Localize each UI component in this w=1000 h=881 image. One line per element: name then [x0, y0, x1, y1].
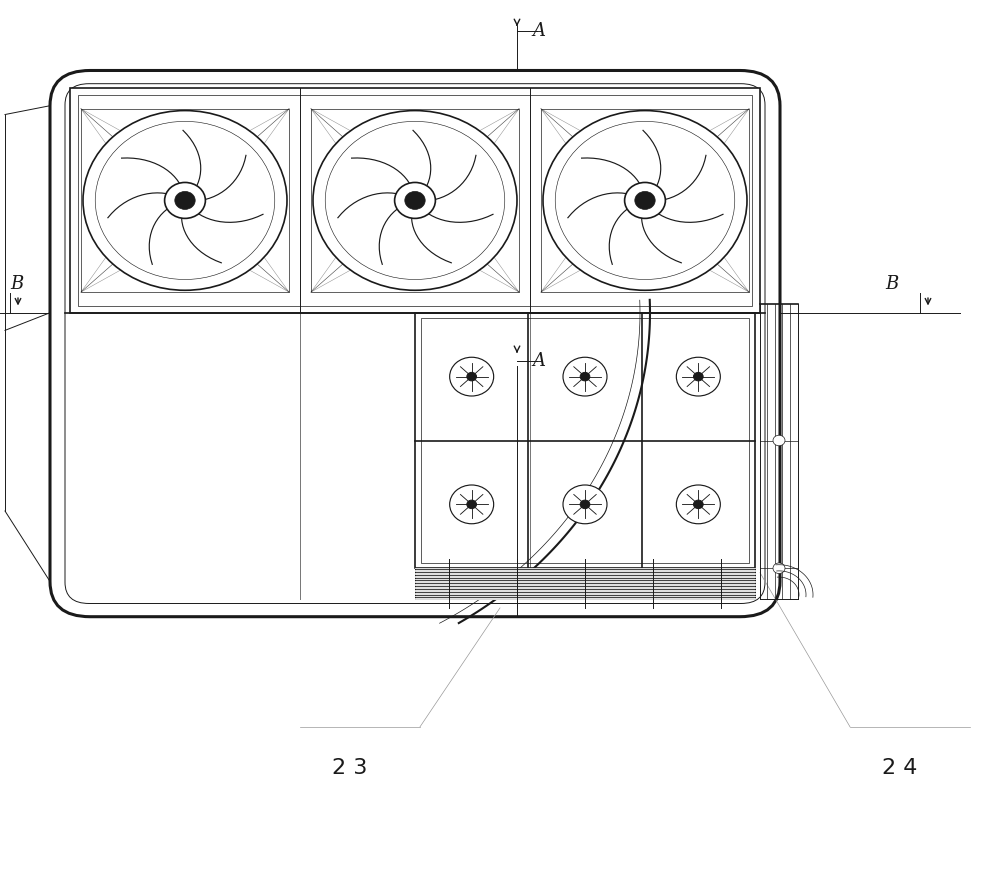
Text: 2 3: 2 3 — [332, 758, 368, 778]
Circle shape — [175, 191, 195, 210]
Circle shape — [773, 435, 785, 446]
Text: A: A — [532, 352, 545, 370]
Circle shape — [95, 122, 275, 279]
Circle shape — [635, 191, 655, 210]
Text: 2 4: 2 4 — [882, 758, 918, 778]
Circle shape — [395, 182, 435, 218]
FancyBboxPatch shape — [50, 70, 780, 617]
Circle shape — [467, 500, 477, 508]
Bar — [415, 313, 755, 568]
Text: B: B — [10, 276, 23, 293]
Circle shape — [467, 373, 477, 381]
Circle shape — [693, 373, 703, 381]
Circle shape — [563, 485, 607, 523]
Circle shape — [580, 500, 590, 508]
Circle shape — [555, 122, 735, 279]
Circle shape — [625, 182, 665, 218]
Circle shape — [563, 358, 607, 396]
Circle shape — [676, 485, 720, 523]
Bar — [311, 108, 519, 292]
Text: A: A — [532, 22, 545, 40]
Bar — [81, 108, 289, 292]
Bar — [421, 318, 749, 563]
Circle shape — [313, 111, 517, 291]
Circle shape — [83, 111, 287, 291]
Bar — [78, 95, 752, 306]
Circle shape — [543, 111, 747, 291]
Circle shape — [165, 182, 205, 218]
Circle shape — [325, 122, 505, 279]
Circle shape — [450, 485, 494, 523]
Text: B: B — [885, 276, 898, 293]
Bar — [415, 568, 755, 599]
Circle shape — [773, 563, 785, 574]
Bar — [541, 108, 749, 292]
Circle shape — [676, 358, 720, 396]
Circle shape — [693, 500, 703, 508]
Circle shape — [580, 373, 590, 381]
Bar — [70, 88, 760, 313]
Circle shape — [450, 358, 494, 396]
Circle shape — [405, 191, 425, 210]
